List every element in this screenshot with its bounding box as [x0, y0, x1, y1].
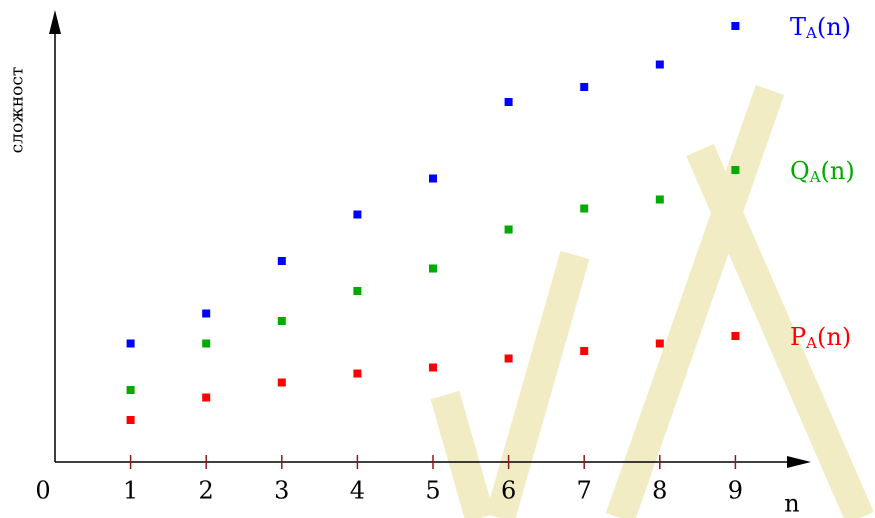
x-tick-label: 1 — [123, 477, 138, 505]
chart: сложност n 0123456789TA(n)QA(n)PA(n) — [0, 0, 875, 518]
x-tick-label: 6 — [501, 477, 516, 505]
legend-label: PA(n) — [790, 323, 851, 353]
point — [580, 205, 588, 213]
point — [202, 340, 210, 348]
point — [505, 226, 513, 234]
point — [580, 347, 588, 355]
x-tick-label: 0 — [35, 477, 50, 505]
legend-label: TA(n) — [790, 13, 851, 43]
x-tick-label: 2 — [199, 477, 214, 505]
x-tick-label: 9 — [728, 477, 743, 505]
legend-label-sub: A — [805, 24, 817, 42]
point — [429, 175, 437, 183]
legend-label-sub: A — [805, 334, 817, 352]
x-axis-label: n — [784, 490, 799, 518]
legend-marker — [731, 22, 739, 30]
legend-label-main: Q — [790, 157, 810, 185]
point — [656, 61, 664, 69]
point — [656, 340, 664, 348]
legend-marker — [731, 332, 739, 340]
point — [202, 394, 210, 402]
x-tick-label: 8 — [652, 477, 667, 505]
y-axis-arrow — [49, 10, 61, 34]
watermark — [445, 90, 860, 518]
point — [505, 98, 513, 106]
point — [202, 310, 210, 318]
point — [127, 386, 135, 394]
legend-label-main: P — [790, 323, 806, 351]
x-tick-label: 5 — [425, 477, 440, 505]
legend-label-rest: (n) — [817, 323, 851, 351]
point — [429, 265, 437, 273]
point — [127, 416, 135, 424]
legend-marker — [731, 166, 739, 174]
point — [278, 317, 286, 325]
x-tick-label: 7 — [577, 477, 592, 505]
point — [353, 370, 361, 378]
point — [429, 364, 437, 372]
x-tick-label: 4 — [350, 477, 365, 505]
legend-label-sub: A — [809, 168, 821, 186]
point — [505, 355, 513, 363]
x-tick-label: 3 — [274, 477, 289, 505]
legend-label: QA(n) — [790, 157, 855, 187]
point — [278, 257, 286, 265]
point — [353, 287, 361, 295]
legend-label-main: T — [790, 13, 806, 41]
y-axis-label: сложност — [8, 67, 28, 154]
point — [580, 83, 588, 91]
legend-label-rest: (n) — [821, 157, 855, 185]
point — [353, 211, 361, 219]
x-axis-arrow — [787, 456, 811, 468]
point — [278, 379, 286, 387]
point — [127, 340, 135, 348]
point — [656, 196, 664, 204]
legend-label-rest: (n) — [817, 13, 851, 41]
